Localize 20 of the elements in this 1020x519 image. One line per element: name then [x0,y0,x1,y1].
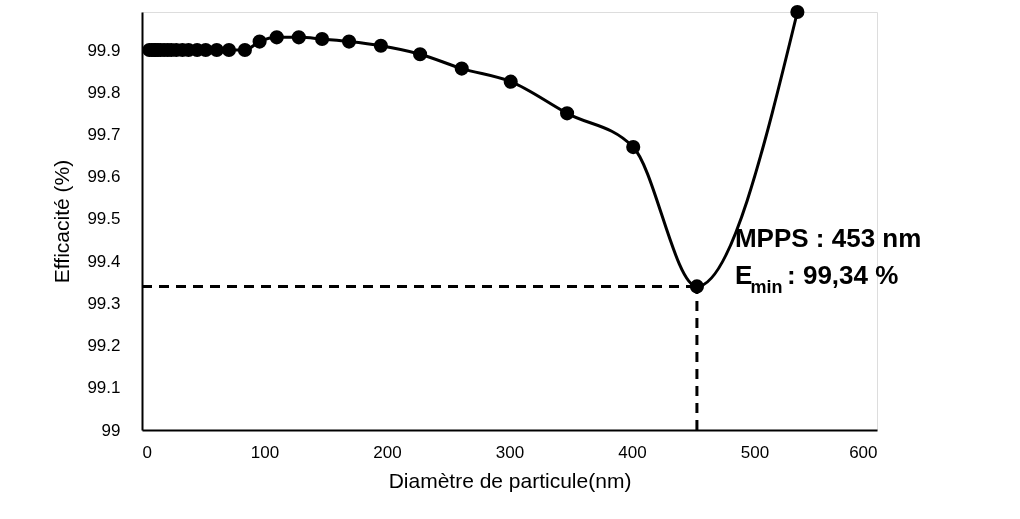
x-tick-label: 500 [740,442,770,462]
x-tick-label: 0 [142,442,152,462]
y-tick-label: 99.8 [87,82,121,102]
x-axis-title: Diamètre de particule(nm) [388,468,632,492]
y-tick-label: 99.3 [87,293,121,313]
y-tick-label: 99.1 [87,378,121,398]
x-tick-label: 600 [849,442,878,462]
x-tick-label: 400 [618,442,647,462]
x-tick-label: 100 [250,442,280,462]
annotation: MPPS : 453 nm [734,223,922,254]
y-tick-label: 99.7 [87,124,121,144]
x-tick-label: 300 [495,442,525,462]
y-tick-label: 99.5 [87,209,121,229]
y-tick-label: 99.9 [87,40,121,60]
y-tick-label: 99 [101,420,121,440]
y-tick-label: 99.4 [87,251,121,271]
y-tick-label: 99.2 [87,336,121,356]
y-axis-title: Efficacité (%) [50,159,74,284]
x-tick-label: 200 [373,442,402,462]
y-tick-label: 99.6 [87,167,121,187]
